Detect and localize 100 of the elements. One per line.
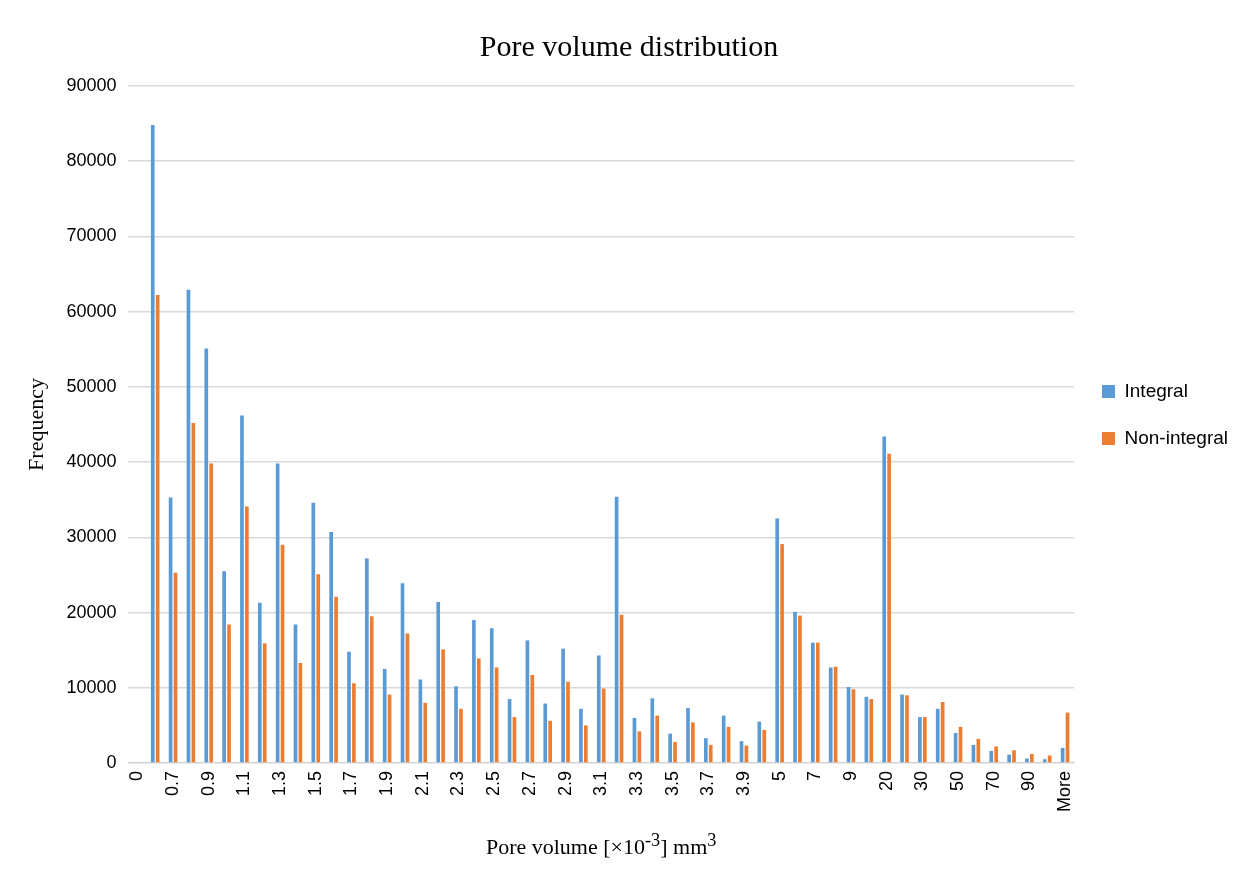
- bar: [811, 642, 815, 763]
- bar: [459, 708, 463, 763]
- x-tick-label: 1.1: [233, 770, 254, 797]
- bar: [209, 463, 214, 763]
- x-tick-label: 20: [875, 770, 896, 792]
- bar: [382, 668, 387, 763]
- x-tick-label: 50: [947, 770, 968, 792]
- y-tick-label: 20000: [66, 601, 117, 622]
- bar: [596, 655, 601, 763]
- bar: [686, 708, 690, 763]
- bar: [976, 738, 981, 763]
- x-tick-label: 0.7: [162, 770, 183, 797]
- bar: [1030, 753, 1034, 763]
- legend-label: Integral: [1124, 379, 1188, 401]
- bar: [882, 436, 887, 763]
- bar: [150, 125, 155, 763]
- x-tick-label: 2.9: [554, 770, 575, 797]
- bar: [454, 686, 458, 763]
- bar: [905, 695, 909, 763]
- x-tick-label: 3.5: [661, 770, 682, 797]
- x-tick-label: 2.1: [411, 770, 432, 797]
- bar: [1025, 758, 1029, 763]
- bar: [329, 532, 334, 763]
- x-tick-label: 2.5: [483, 770, 504, 797]
- y-tick-label: 90000: [66, 74, 117, 95]
- x-tick-label: 3.7: [697, 770, 718, 797]
- bar: [989, 750, 994, 763]
- bar: [579, 708, 583, 763]
- x-tick-label: 2.7: [518, 770, 539, 797]
- bar: [441, 649, 445, 763]
- y-tick-label: 10000: [66, 676, 117, 697]
- bar: [155, 295, 160, 763]
- bar: [222, 571, 226, 763]
- bar: [352, 683, 356, 763]
- x-tick-label: 3.3: [625, 770, 646, 797]
- bar: [869, 699, 874, 763]
- x-tick-label: 5: [768, 770, 789, 782]
- bar: [798, 615, 802, 763]
- bar: [887, 453, 891, 763]
- y-tick-label: 50000: [66, 375, 117, 396]
- x-tick-label: 2.3: [447, 770, 468, 797]
- bar: [472, 620, 476, 763]
- bar: [703, 738, 708, 763]
- bar: [365, 558, 369, 763]
- x-tick-label: 3.1: [590, 770, 611, 797]
- bar: [530, 674, 535, 763]
- bar: [204, 348, 209, 763]
- bar: [1047, 755, 1052, 763]
- x-tick-label: 3.9: [732, 770, 753, 797]
- legend-label: Non-integral: [1124, 426, 1228, 448]
- bar: [334, 596, 338, 763]
- bar: [548, 720, 552, 763]
- bar: [543, 703, 548, 763]
- x-tick-label: More: [1054, 770, 1075, 813]
- bar: [918, 717, 922, 763]
- bar: [775, 518, 780, 763]
- bar: [227, 624, 231, 763]
- y-axis-title: Frequency: [22, 378, 48, 471]
- y-tick-label: 30000: [66, 526, 117, 547]
- bar: [655, 715, 660, 763]
- bar: [650, 698, 655, 763]
- bar: [708, 744, 713, 763]
- y-tick-label: 70000: [66, 225, 117, 246]
- x-axis-title: Pore volume [×10$^{-3}$] mm$^{3}$: [485, 830, 717, 861]
- x-tick-label: 30: [911, 770, 932, 792]
- x-tick-label: 0: [126, 770, 147, 782]
- bar: [240, 415, 244, 763]
- y-tick-label: 60000: [66, 300, 117, 321]
- bar: [828, 667, 833, 763]
- bar: [922, 717, 927, 763]
- bar: [900, 694, 904, 763]
- x-tick-label: 0.9: [197, 770, 218, 797]
- bar: [793, 611, 797, 763]
- bar: [436, 602, 441, 763]
- bar: [245, 506, 249, 763]
- x-tick-label: 1.7: [340, 770, 361, 797]
- bar: [369, 616, 374, 763]
- x-tick-label: 1.3: [269, 770, 290, 797]
- bar: [257, 602, 262, 763]
- y-tick-label: 40000: [66, 451, 117, 472]
- bar: [935, 708, 940, 763]
- x-tick-label: 1.9: [376, 770, 397, 797]
- bar: [476, 658, 481, 763]
- x-tick-label: 9: [839, 770, 860, 782]
- bar: [584, 725, 588, 763]
- bar: [423, 702, 428, 763]
- bar: [311, 502, 316, 763]
- bar: [762, 729, 767, 763]
- bar: [566, 681, 570, 763]
- bar: [316, 574, 321, 763]
- bar: [347, 651, 351, 763]
- bar: [262, 643, 267, 763]
- bar: [691, 722, 695, 763]
- x-tick-label: 70: [982, 770, 1003, 792]
- chart-title: Pore volume distribution: [479, 28, 779, 62]
- bar: [1042, 759, 1047, 763]
- bar: [601, 688, 606, 763]
- bar: [668, 733, 672, 763]
- x-tick-label: 7: [804, 770, 825, 782]
- bar: [673, 741, 677, 763]
